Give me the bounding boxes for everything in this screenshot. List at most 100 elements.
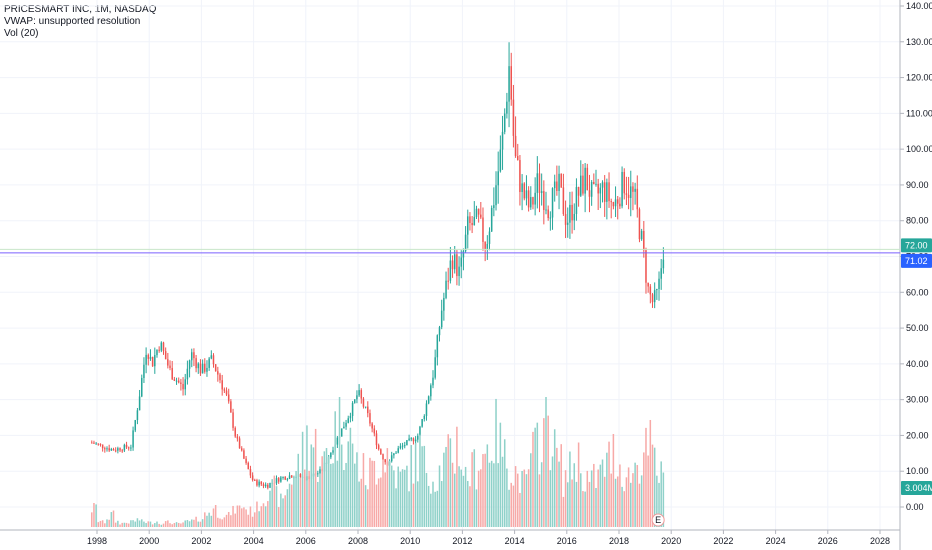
candle-body [149, 356, 152, 359]
volume-bar [327, 456, 330, 527]
volume-bar [464, 466, 467, 527]
volume-bar [227, 512, 230, 527]
volume-bar [91, 512, 93, 527]
candle-body [130, 447, 132, 449]
candle-body [566, 222, 569, 225]
volume-bar [630, 482, 632, 527]
volume-bar [93, 503, 95, 527]
volume-bar [599, 464, 602, 527]
candle-body [638, 209, 641, 240]
volume-bar [551, 456, 554, 527]
candle-body [656, 288, 658, 291]
volume-bar [469, 486, 471, 527]
candle-body [436, 335, 439, 358]
candle-body [353, 399, 356, 403]
volume-bar [417, 481, 419, 527]
candle-body [217, 371, 219, 375]
volume-bar [199, 521, 202, 527]
candle-body [586, 167, 589, 191]
volume-bar [282, 498, 284, 527]
volume-bar [521, 471, 523, 527]
volume-bar [451, 462, 454, 527]
candle-body [260, 481, 263, 485]
vwap-value-badge-bg [901, 253, 932, 268]
volume-bar [575, 481, 578, 527]
vwap-value-badge: 71.02 [905, 256, 928, 266]
volume-bar [362, 453, 365, 527]
volume-bar [467, 480, 469, 527]
candle-body [177, 380, 180, 383]
candle-body [380, 449, 382, 455]
candle-body [603, 182, 606, 202]
x-tick-label: 2004 [244, 536, 264, 546]
candle-body [443, 297, 445, 311]
candle-body [558, 173, 560, 191]
volume-bar [371, 460, 373, 527]
candle-body [599, 187, 602, 194]
x-tick-label: 2022 [713, 536, 733, 546]
chart-legend: PRICESMART INC, 1M, NASDAQ VWAP: unsuppo… [4, 4, 156, 40]
volume-bar [588, 481, 591, 527]
candle-body [532, 197, 534, 205]
candle-body [280, 477, 282, 482]
candle-body [114, 450, 117, 452]
volume-bar [503, 439, 506, 527]
volume-bar [269, 490, 271, 527]
candle-body [277, 478, 280, 482]
volume-bar [540, 462, 543, 527]
candle-body [319, 469, 321, 474]
volume-bar [360, 478, 363, 527]
candle-body [493, 205, 495, 208]
candle-body [299, 474, 302, 478]
candle-body [262, 484, 265, 487]
volume-bar [125, 522, 128, 527]
volume-bar [286, 489, 289, 527]
volume-bar [295, 471, 297, 527]
volume-bar [640, 475, 643, 527]
candle-body [627, 194, 630, 198]
volume-bar [314, 428, 317, 527]
volume-bar [414, 443, 417, 527]
candle-body [495, 185, 497, 206]
y-tick-label: 100.00 [906, 144, 932, 154]
volume-bar [421, 446, 423, 527]
volume-bar [384, 472, 386, 527]
candle-body [221, 380, 223, 390]
candle-body [195, 358, 197, 369]
volume-bar [584, 491, 586, 527]
candle-body [267, 484, 269, 488]
candle-body [616, 199, 619, 204]
candle-body [240, 448, 243, 451]
candle-body [499, 149, 502, 172]
candle-body [384, 459, 386, 463]
candle-body [538, 173, 541, 194]
volume-bar [377, 478, 380, 527]
candle-body [225, 390, 228, 395]
volume-bar [621, 486, 623, 527]
candle-body [645, 250, 647, 283]
volume-bar [306, 425, 308, 527]
candle-body [343, 426, 345, 429]
volume-bar [530, 453, 532, 527]
candle-body [288, 475, 291, 479]
candle-body [606, 182, 608, 202]
volume-bar [206, 515, 208, 527]
volume-bar [543, 418, 545, 527]
volume-value-badge-bg [901, 481, 932, 495]
volume-bar [249, 506, 252, 527]
candle-body [467, 216, 469, 235]
volume-bar [182, 522, 184, 527]
candle-body [330, 452, 332, 458]
volume-bar [608, 441, 610, 527]
candle-body [332, 450, 334, 453]
volume-bar [212, 508, 215, 527]
volume-bar [321, 456, 323, 527]
volume-bar [458, 466, 460, 527]
candle-body [258, 481, 260, 486]
volume-bar [514, 466, 517, 527]
volume-bar [534, 427, 536, 527]
volume-bar [549, 470, 552, 527]
candle-body [282, 476, 284, 478]
candle-body [640, 230, 643, 240]
